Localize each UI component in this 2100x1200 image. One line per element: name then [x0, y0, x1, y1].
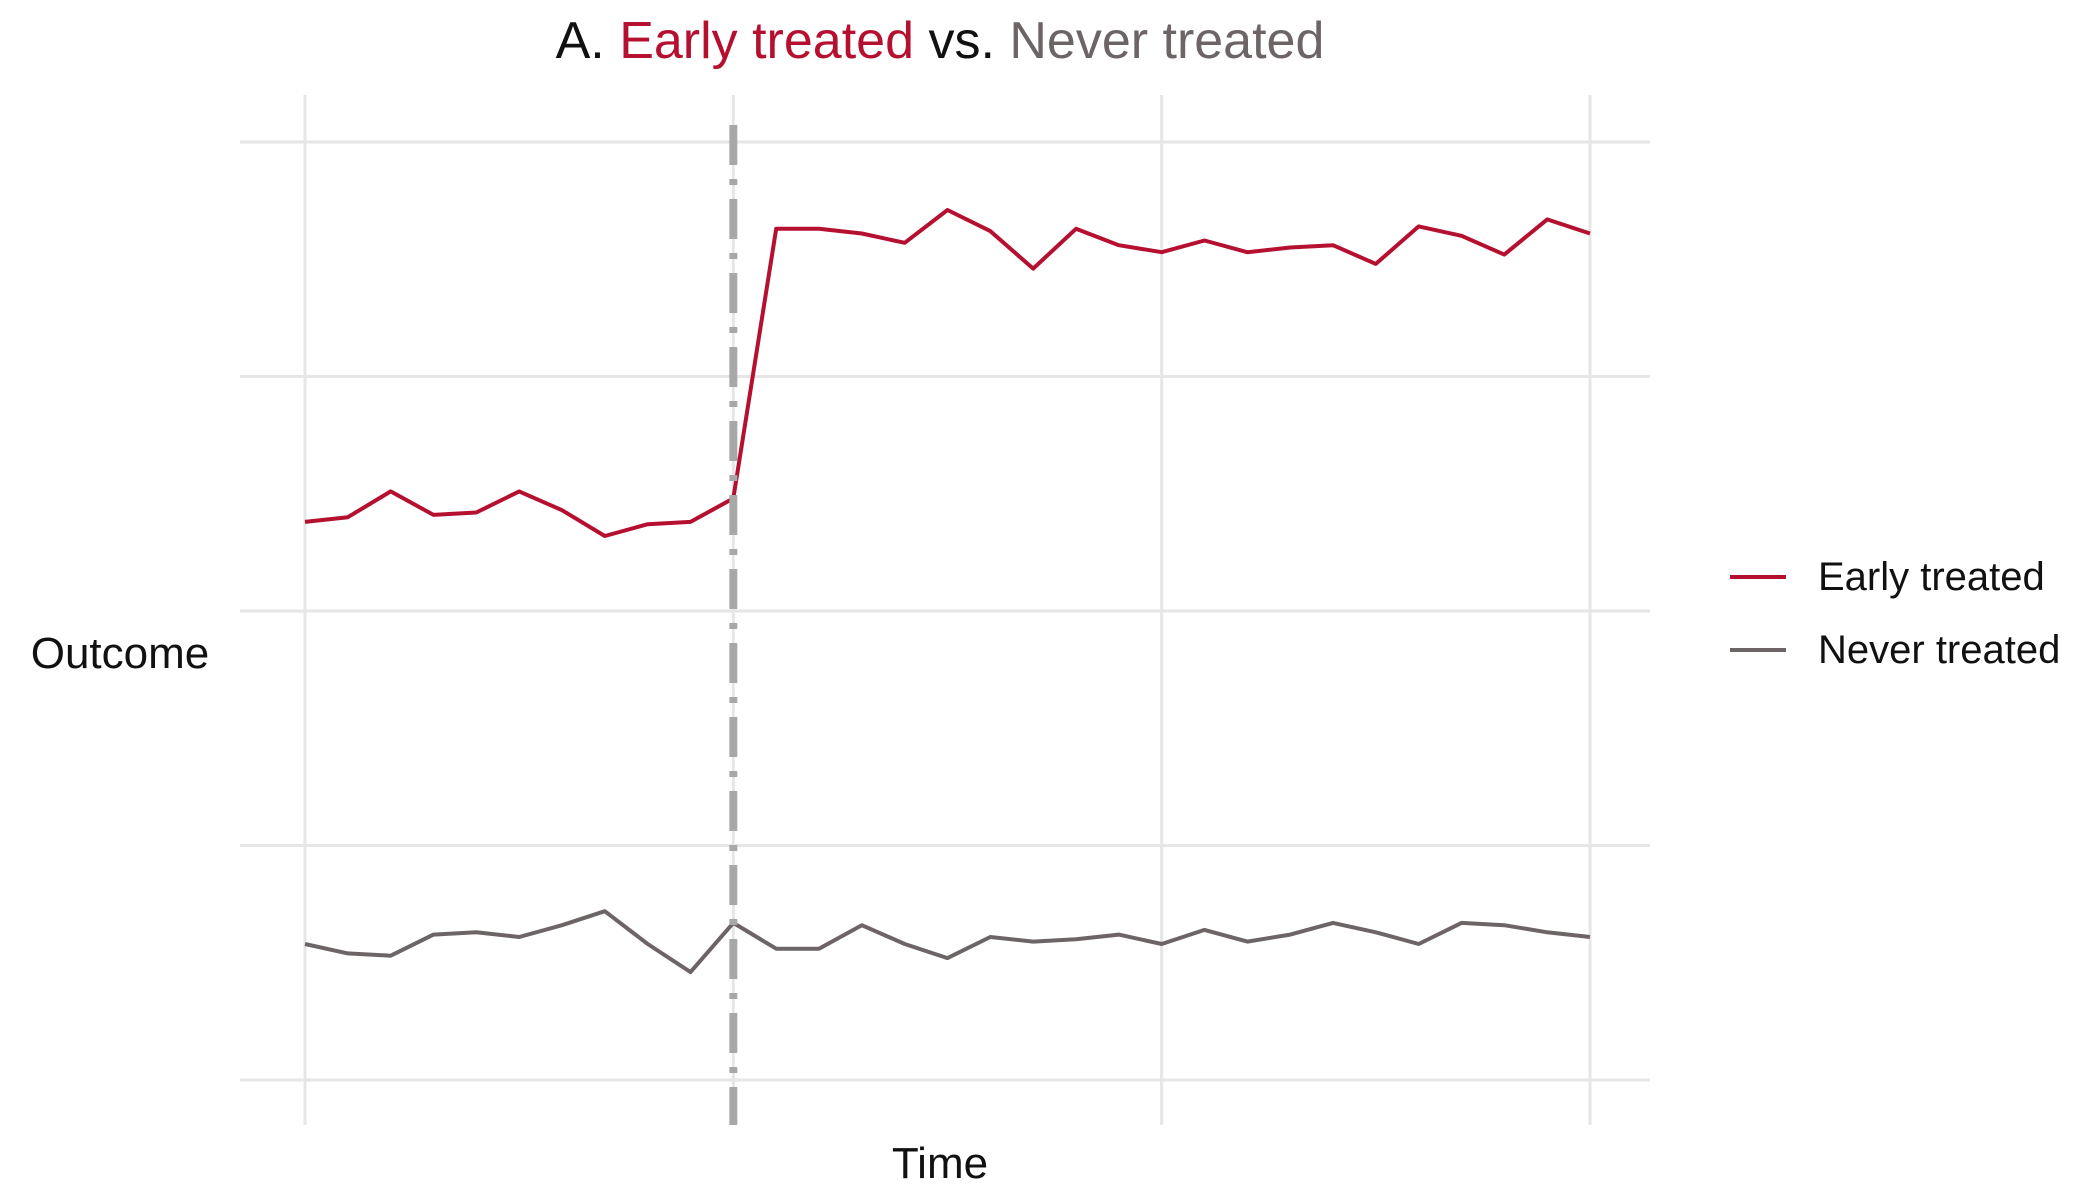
legend-label-never-treated: Never treated: [1818, 628, 2060, 672]
series-line-early-treated: [304, 208, 1591, 538]
title-control: Never treated: [1009, 12, 1324, 70]
series-layer: [304, 208, 1591, 975]
series-line-never-treated: [304, 909, 1591, 975]
title-prefix: A.: [556, 12, 620, 70]
title-middle: vs.: [914, 12, 1009, 70]
legend-label-early-treated: Early treated: [1818, 555, 2045, 599]
chart-title: A. Early treated vs. Never treated: [556, 12, 1325, 70]
legend: Early treated Never treated: [1730, 555, 2060, 672]
y-axis-label: Outcome: [31, 629, 210, 678]
x-axis-label: Time: [892, 1139, 988, 1188]
grid: [240, 95, 1650, 1125]
title-treated: Early treated: [619, 12, 914, 70]
